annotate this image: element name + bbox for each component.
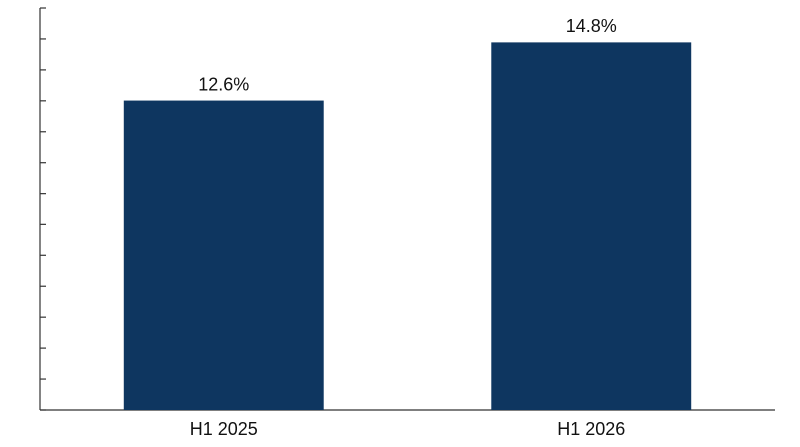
bar: [123, 100, 324, 410]
x-tick-label: H1 2026: [557, 419, 625, 439]
x-tick-label: H1 2025: [190, 419, 258, 439]
bar: [491, 42, 692, 410]
value-label: 14.8%: [566, 16, 617, 36]
value-label: 12.6%: [198, 74, 249, 94]
